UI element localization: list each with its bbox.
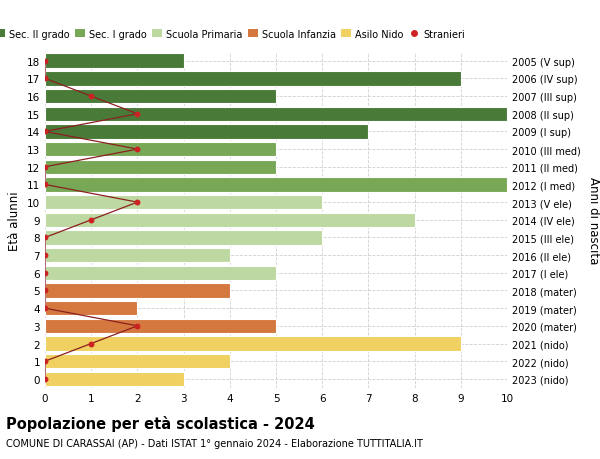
Point bbox=[40, 375, 50, 383]
Bar bbox=[45, 213, 415, 228]
Point bbox=[40, 358, 50, 365]
Y-axis label: Anni di nascita: Anni di nascita bbox=[587, 177, 600, 264]
Point bbox=[40, 305, 50, 312]
Bar bbox=[45, 178, 507, 192]
Point bbox=[40, 234, 50, 241]
Legend: Sec. II grado, Sec. I grado, Scuola Primaria, Scuola Infanzia, Asilo Nido, Stran: Sec. II grado, Sec. I grado, Scuola Prim… bbox=[0, 26, 469, 44]
Bar bbox=[45, 266, 276, 280]
Point bbox=[133, 146, 142, 153]
Point bbox=[40, 76, 50, 83]
Bar bbox=[45, 231, 322, 245]
Bar bbox=[45, 319, 276, 333]
Bar bbox=[45, 160, 276, 174]
Bar bbox=[45, 107, 507, 122]
Bar bbox=[45, 336, 461, 351]
Bar bbox=[45, 54, 184, 69]
Point bbox=[40, 58, 50, 65]
Bar bbox=[45, 372, 184, 386]
Bar bbox=[45, 354, 230, 369]
Text: Popolazione per età scolastica - 2024: Popolazione per età scolastica - 2024 bbox=[6, 415, 315, 431]
Bar bbox=[45, 72, 461, 86]
Point bbox=[133, 199, 142, 207]
Bar bbox=[45, 301, 137, 316]
Bar bbox=[45, 125, 368, 140]
Point bbox=[86, 93, 96, 101]
Bar bbox=[45, 284, 230, 298]
Point bbox=[40, 252, 50, 259]
Bar bbox=[45, 90, 276, 104]
Point bbox=[133, 111, 142, 118]
Point bbox=[40, 287, 50, 295]
Point bbox=[40, 129, 50, 136]
Point bbox=[86, 217, 96, 224]
Text: COMUNE DI CARASSAI (AP) - Dati ISTAT 1° gennaio 2024 - Elaborazione TUTTITALIA.I: COMUNE DI CARASSAI (AP) - Dati ISTAT 1° … bbox=[6, 438, 423, 448]
Bar bbox=[45, 196, 322, 210]
Point bbox=[86, 340, 96, 347]
Point bbox=[40, 181, 50, 189]
Y-axis label: Età alunni: Età alunni bbox=[8, 190, 22, 250]
Point bbox=[133, 323, 142, 330]
Point bbox=[40, 269, 50, 277]
Bar bbox=[45, 143, 276, 157]
Point bbox=[40, 164, 50, 171]
Bar bbox=[45, 248, 230, 263]
